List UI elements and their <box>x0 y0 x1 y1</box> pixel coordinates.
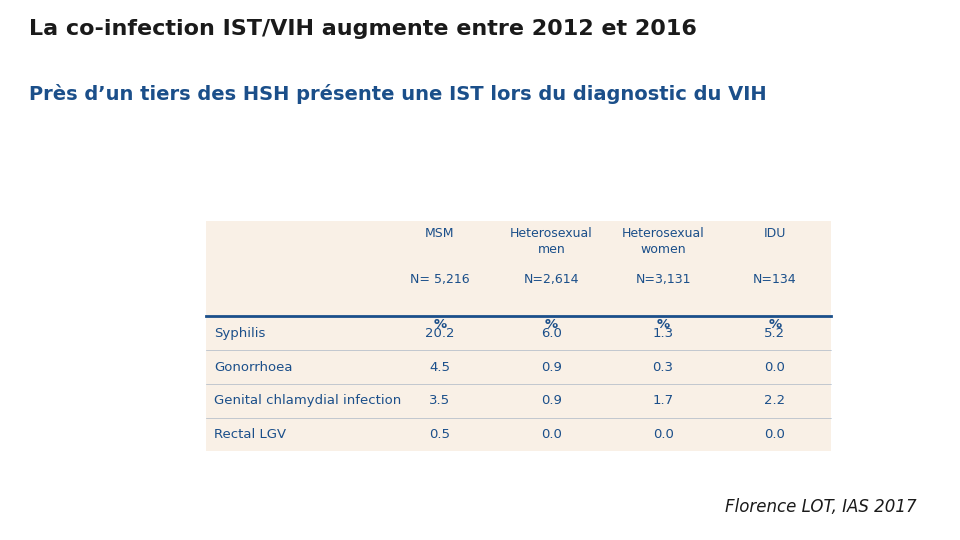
Text: 0.0: 0.0 <box>653 428 674 441</box>
Text: 5.2: 5.2 <box>764 327 785 340</box>
Text: %: % <box>433 319 446 332</box>
Text: 1.3: 1.3 <box>653 327 674 340</box>
Text: 0.0: 0.0 <box>541 428 562 441</box>
Text: 0.0: 0.0 <box>764 361 785 374</box>
Text: N=2,614: N=2,614 <box>524 273 579 286</box>
Text: Heterosexual
men: Heterosexual men <box>510 227 593 256</box>
Text: Rectal LGV: Rectal LGV <box>214 428 287 441</box>
Text: Gonorrhoea: Gonorrhoea <box>214 361 293 374</box>
Text: 0.9: 0.9 <box>541 394 562 407</box>
Text: 4.5: 4.5 <box>429 361 450 374</box>
Text: MSM: MSM <box>425 227 455 240</box>
Text: 6.0: 6.0 <box>541 327 562 340</box>
Text: La co-infection IST/VIH augmente entre 2012 et 2016: La co-infection IST/VIH augmente entre 2… <box>29 19 697 39</box>
Text: 2.2: 2.2 <box>764 394 785 407</box>
Text: IDU: IDU <box>763 227 786 240</box>
Text: Florence LOT, IAS 2017: Florence LOT, IAS 2017 <box>725 498 917 516</box>
Text: %: % <box>768 319 781 332</box>
Text: N= 5,216: N= 5,216 <box>410 273 469 286</box>
Text: 0.9: 0.9 <box>541 361 562 374</box>
Text: %: % <box>657 319 670 332</box>
FancyBboxPatch shape <box>205 221 830 451</box>
Text: 0.3: 0.3 <box>653 361 674 374</box>
Text: 20.2: 20.2 <box>425 327 455 340</box>
Text: 0.0: 0.0 <box>764 428 785 441</box>
Text: Genital chlamydial infection: Genital chlamydial infection <box>214 394 401 407</box>
Text: 1.7: 1.7 <box>653 394 674 407</box>
Text: Près d’un tiers des HSH présente une IST lors du diagnostic du VIH: Près d’un tiers des HSH présente une IST… <box>29 84 766 104</box>
Text: N=3,131: N=3,131 <box>636 273 691 286</box>
Text: %: % <box>545 319 558 332</box>
Text: Heterosexual
women: Heterosexual women <box>622 227 705 256</box>
Text: 0.5: 0.5 <box>429 428 450 441</box>
Text: N=134: N=134 <box>753 273 797 286</box>
Text: Syphilis: Syphilis <box>214 327 266 340</box>
Text: 3.5: 3.5 <box>429 394 450 407</box>
